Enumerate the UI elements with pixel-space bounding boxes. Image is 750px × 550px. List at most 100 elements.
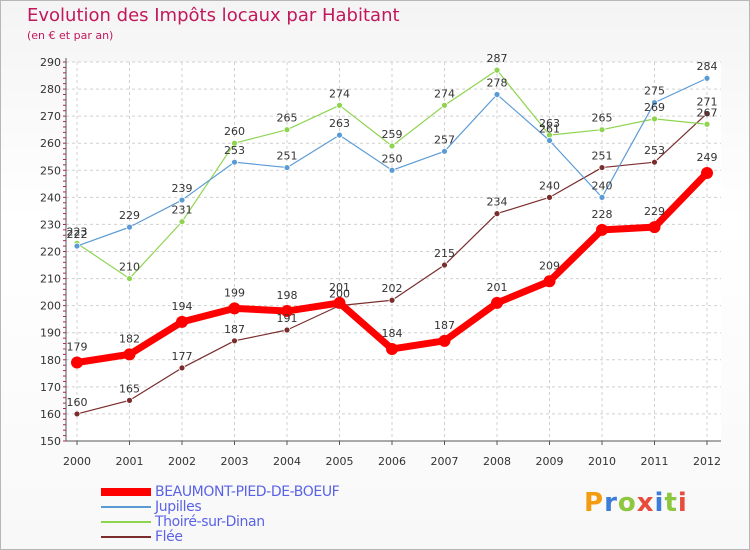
data-label-jupilles: 278 <box>487 76 508 89</box>
data-label-beaumont: 182 <box>119 332 140 345</box>
legend-swatch-flee <box>101 536 151 538</box>
data-point-jupilles <box>283 164 291 171</box>
legend-swatch-thoire <box>101 521 151 523</box>
x-tick-label: 2005 <box>326 455 354 468</box>
y-tick-label: 270 <box>40 110 61 123</box>
data-label-beaumont: 209 <box>539 259 560 272</box>
data-point-jupilles <box>441 147 448 155</box>
data-label-flee: 251 <box>592 150 613 163</box>
data-label-flee: 187 <box>224 323 245 336</box>
data-label-thoire: 259 <box>382 128 403 141</box>
y-tick-label: 260 <box>40 137 61 150</box>
data-label-flee: 234 <box>487 196 508 209</box>
data-point-flee <box>178 364 186 372</box>
logo-letter: t <box>664 488 678 518</box>
data-label-jupilles: 284 <box>697 60 718 73</box>
legend-swatch-jupilles <box>101 506 151 508</box>
data-label-flee: 253 <box>644 144 665 157</box>
data-point-beaumont <box>596 223 608 236</box>
logo-letter: r <box>604 488 618 518</box>
data-point-thoire <box>283 126 291 134</box>
data-point-jupilles <box>493 91 501 98</box>
data-point-jupilles <box>546 137 553 144</box>
y-tick-label: 240 <box>40 191 61 204</box>
logo-letter: i <box>654 488 665 518</box>
data-point-thoire <box>441 101 448 109</box>
y-tick-label: 250 <box>40 164 61 177</box>
data-label-jupilles: 257 <box>434 133 455 146</box>
data-label-flee: 177 <box>172 350 193 363</box>
data-point-beaumont <box>123 348 136 361</box>
x-tick-label: 2011 <box>641 455 669 468</box>
data-label-thoire: 263 <box>539 117 560 130</box>
data-point-beaumont <box>176 315 188 328</box>
y-tick-label: 280 <box>40 83 61 96</box>
data-label-beaumont: 194 <box>172 300 193 313</box>
x-tick-label: 2008 <box>483 455 511 468</box>
data-label-thoire: 287 <box>487 52 508 65</box>
data-label-jupilles: 229 <box>119 209 140 222</box>
logo-letter: x <box>636 488 655 518</box>
data-point-jupilles <box>231 158 238 166</box>
data-point-thoire <box>598 126 606 134</box>
y-tick-label: 290 <box>40 56 61 69</box>
data-point-flee <box>651 158 658 166</box>
x-tick-label: 2003 <box>221 455 249 468</box>
data-label-thoire: 231 <box>172 204 193 217</box>
data-label-flee: 160 <box>67 396 88 409</box>
data-point-jupilles <box>388 166 396 174</box>
logo-letter: P <box>584 488 605 518</box>
legend-swatch-beaumont <box>101 488 151 496</box>
data-point-jupilles <box>651 99 658 107</box>
logo-letter: i <box>677 488 688 518</box>
data-label-thoire: 274 <box>329 87 350 100</box>
data-point-beaumont <box>648 221 661 234</box>
x-tick-label: 2004 <box>273 455 301 468</box>
data-label-jupilles: 275 <box>644 85 665 98</box>
data-label-beaumont: 198 <box>277 289 298 302</box>
x-tick-label: 2009 <box>536 455 564 468</box>
data-label-beaumont: 179 <box>67 340 88 353</box>
data-label-jupilles: 240 <box>592 179 613 192</box>
data-label-flee: 202 <box>382 282 403 295</box>
data-label-jupilles: 253 <box>224 144 245 157</box>
data-label-flee: 200 <box>329 288 350 301</box>
data-label-flee: 191 <box>277 312 298 325</box>
y-tick-label: 180 <box>40 354 61 367</box>
data-label-jupilles: 261 <box>539 123 560 136</box>
data-label-thoire: 265 <box>592 112 613 125</box>
data-point-beaumont <box>491 296 503 309</box>
data-point-flee <box>598 164 606 171</box>
data-point-jupilles <box>178 196 186 204</box>
data-label-beaumont: 201 <box>329 281 350 294</box>
data-label-thoire: 223 <box>67 225 88 238</box>
data-point-beaumont <box>701 166 713 179</box>
data-point-thoire <box>336 101 343 109</box>
data-point-jupilles <box>703 74 711 82</box>
data-point-flee <box>546 193 553 201</box>
data-label-beaumont: 249 <box>697 151 718 164</box>
y-tick-label: 170 <box>40 381 61 394</box>
y-tick-label: 220 <box>40 246 61 259</box>
data-label-beaumont: 228 <box>592 208 613 221</box>
data-point-flee <box>388 296 396 304</box>
data-label-jupilles: 263 <box>329 117 350 130</box>
data-point-flee <box>493 210 501 218</box>
data-point-beaumont <box>71 356 83 369</box>
chart-subtitle: (en € et par an) <box>27 29 114 42</box>
logo-letter: o <box>617 488 637 518</box>
data-point-thoire <box>703 120 711 128</box>
data-point-jupilles <box>126 223 133 231</box>
x-tick-label: 2006 <box>378 455 406 468</box>
y-tick-label: 230 <box>40 218 61 231</box>
legend-label-beaumont: BEAUMONT-PIED-DE-BOEUF <box>155 484 340 500</box>
data-point-thoire <box>493 66 501 74</box>
data-point-thoire <box>231 139 238 147</box>
data-point-flee <box>703 110 711 117</box>
data-point-thoire <box>651 115 658 123</box>
y-tick-label: 200 <box>40 300 61 313</box>
y-tick-label: 150 <box>40 435 61 448</box>
data-label-flee: 165 <box>119 382 140 395</box>
